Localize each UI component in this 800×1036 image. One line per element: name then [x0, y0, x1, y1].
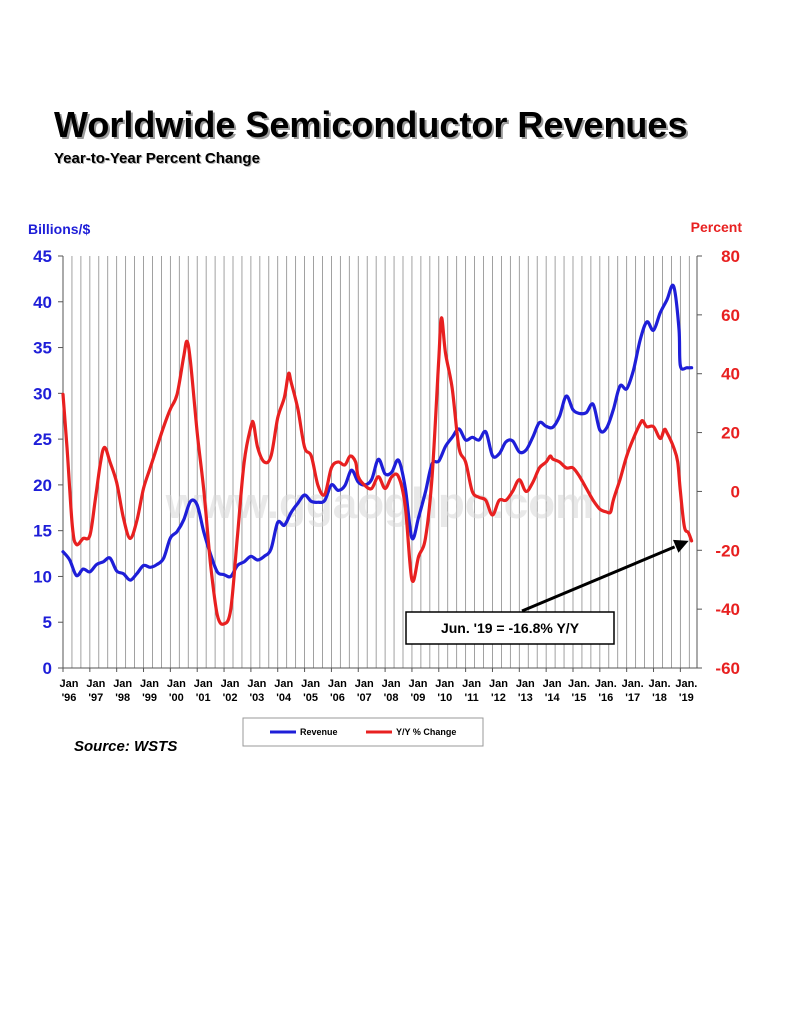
- y-tick-right: -20: [715, 541, 740, 560]
- x-tick-label-year: '01: [196, 692, 211, 704]
- x-tick-label-month: Jan: [543, 678, 562, 690]
- x-tick-label-month: Jan: [328, 678, 347, 690]
- x-tick-label-year: '10: [437, 692, 452, 704]
- page-title: Worldwide Semiconductor Revenues: [54, 104, 688, 145]
- x-tick-label-year: '97: [88, 692, 103, 704]
- annotation-arrow-head: [673, 539, 689, 553]
- x-tick-label-month: Jan: [274, 678, 293, 690]
- x-tick-label-year: '00: [169, 692, 184, 704]
- y-tick-left: 40: [33, 293, 52, 312]
- y-tick-left: 0: [43, 659, 52, 678]
- x-tick-label-year: '06: [330, 692, 345, 704]
- x-tick-label-month: Jan: [60, 678, 79, 690]
- series: [61, 283, 694, 626]
- x-tick-label-year: '15: [572, 692, 587, 704]
- x-tick-label-month: Jan: [86, 678, 105, 690]
- x-tick-label-month: Jan: [462, 678, 481, 690]
- legend-box: [242, 717, 484, 747]
- y-tick-left: 25: [33, 430, 52, 449]
- y-tick-right: 80: [721, 247, 740, 266]
- x-tick-label-year: '17: [625, 692, 640, 704]
- x-tick-label-month: Jan: [247, 678, 266, 690]
- y-tick-left: 30: [33, 384, 52, 403]
- x-tick-label-month: Jan.: [595, 678, 617, 690]
- x-tick-label-year: '96: [62, 692, 77, 704]
- x-tick-label-month: Jan: [355, 678, 374, 690]
- x-tick-label-month: Jan.: [649, 678, 671, 690]
- x-tick-label-year: '19: [679, 692, 694, 704]
- y-tick-right: 20: [721, 424, 740, 443]
- y-tick-left: 20: [33, 476, 52, 495]
- y-tick-left: 35: [33, 339, 52, 358]
- x-tick-label-month: Jan: [435, 678, 454, 690]
- x-tick-label-year: '16: [598, 692, 613, 704]
- annotation-label: Jun. '19 = -16.8% Y/Y: [441, 620, 580, 636]
- x-tick-label-year: '11: [464, 692, 478, 704]
- x-tick-label-year: '14: [545, 692, 561, 704]
- x-tick-label-year: '05: [303, 692, 318, 704]
- x-tick-label-month: Jan: [194, 678, 213, 690]
- y-tick-right: 0: [731, 482, 740, 501]
- legend-label: Y/Y % Change: [396, 727, 456, 737]
- x-tick-label-month: Jan: [221, 678, 240, 690]
- axes: 0 5 10 15 20 25 30 35 40 45 -60 -40 -20 0 20 40 60 80 Bill…: [28, 219, 742, 704]
- yoy-change-line: [61, 316, 694, 626]
- x-tick-label-month: Jan: [301, 678, 320, 690]
- x-tick-label-year: '18: [652, 692, 667, 704]
- x-tick-label-month: Jan: [516, 678, 535, 690]
- x-tick-label-year: '07: [357, 692, 372, 704]
- legend-label: Revenue: [300, 727, 338, 737]
- x-tick-label-month: Jan: [140, 678, 159, 690]
- x-tick-label-year: '04: [276, 692, 292, 704]
- x-tick-label-year: '03: [249, 692, 264, 704]
- y-tick-left: 45: [33, 247, 52, 266]
- x-tick-label-month: Jan: [167, 678, 186, 690]
- x-tick-label-year: '02: [223, 692, 238, 704]
- x-tick-label-month: Jan.: [568, 678, 590, 690]
- x-tick-label-year: '12: [491, 692, 506, 704]
- x-tick-label-year: '99: [142, 692, 157, 704]
- y-tick-right: -60: [715, 659, 740, 678]
- x-tick-label-year: '08: [384, 692, 399, 704]
- annotation-box: [405, 611, 615, 645]
- page-subtitle: Year-to-Year Percent Change: [54, 150, 260, 167]
- legend: Revenue Y/Y % Change: [242, 717, 484, 747]
- annotation-arrow-shaft: [521, 545, 676, 613]
- x-tick-label-month: Jan: [408, 678, 427, 690]
- x-tick-label-month: Jan.: [622, 678, 644, 690]
- x-tick-label-month: Jan: [113, 678, 132, 690]
- x-tick-label-month: Jan: [489, 678, 508, 690]
- y-tick-right: 60: [721, 306, 740, 325]
- y-tick-right: 40: [721, 365, 740, 384]
- source-note: Source: WSTS: [74, 738, 178, 755]
- y-tick-left: 15: [33, 522, 52, 541]
- x-tick-label-month: Jan: [382, 678, 401, 690]
- y-tick-left: 10: [33, 567, 52, 586]
- y-axis-title-right: Percent: [691, 219, 743, 235]
- x-tick-label-month: Jan.: [675, 678, 697, 690]
- revenue-line: [61, 283, 694, 582]
- x-tick-label-year: '13: [518, 692, 533, 704]
- x-tick-label-year: '09: [411, 692, 426, 704]
- y-tick-left: 5: [43, 613, 52, 632]
- y-axis-title-left: Billions/$: [28, 221, 90, 237]
- annotation: Jun. '19 = -16.8% Y/Y: [405, 539, 689, 645]
- y-tick-right: -40: [715, 600, 740, 619]
- x-tick-label-year: '98: [115, 692, 130, 704]
